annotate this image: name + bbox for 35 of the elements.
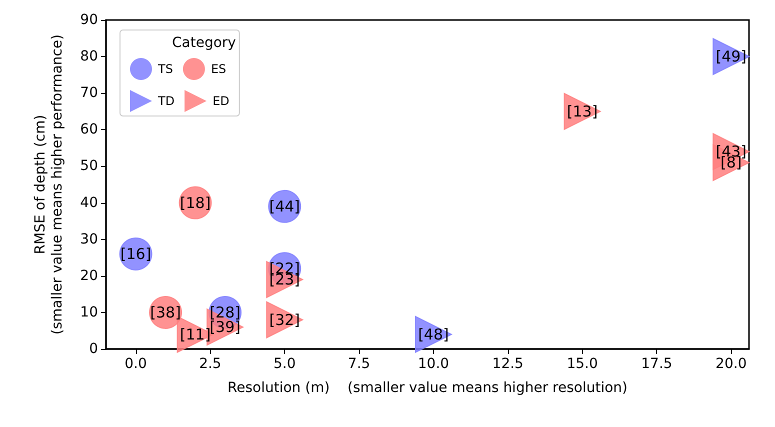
- y-tick-label: 70: [80, 85, 98, 102]
- legend-label: ED: [212, 94, 230, 108]
- y-tick-label: 30: [80, 231, 98, 248]
- x-tick-label: 10.0: [418, 356, 450, 372]
- y-tick-label: 60: [80, 122, 98, 138]
- annotation: [38]: [150, 303, 181, 322]
- legend-label: ES: [210, 62, 226, 76]
- annotation: [18]: [180, 194, 211, 212]
- annotation: [44]: [269, 197, 300, 216]
- x-tick-label: 12.5: [492, 356, 524, 372]
- y-tick-label: 20: [80, 268, 98, 284]
- legend-label: TD: [157, 94, 175, 108]
- x-tick-label: 5.0: [273, 356, 296, 372]
- x-tick-label: 0.0: [124, 356, 147, 372]
- y-tick-label: 90: [80, 12, 98, 28]
- x-tick-label: 7.5: [348, 356, 370, 372]
- annotation: [11]: [180, 325, 211, 344]
- legend-title: Category: [172, 35, 236, 51]
- annotation: [13]: [566, 102, 598, 120]
- x-tick-label: 2.5: [199, 356, 222, 372]
- annotation: [32]: [269, 310, 300, 329]
- annotation: [16]: [120, 244, 152, 263]
- y-tick-label: 50: [80, 158, 98, 174]
- y-axis-title: RMSE of depth (cm) (smaller value means higher performance): [32, 34, 66, 335]
- x-axis-title: Resolution (m) (smaller value means higher resolution): [228, 380, 628, 396]
- x-tick-label: 20.0: [716, 356, 747, 372]
- y-tick-label: 40: [80, 194, 98, 211]
- x-tick-label: 15.0: [566, 356, 598, 372]
- x-tick-label: 17.5: [641, 356, 672, 372]
- annotation: [48]: [418, 325, 449, 344]
- annotation: [49]: [716, 48, 747, 66]
- y-tick-label: 80: [80, 48, 98, 65]
- y-tick-label: 0: [89, 341, 98, 357]
- legend-label: TS: [157, 62, 173, 76]
- y-tick-label: 10: [80, 304, 98, 320]
